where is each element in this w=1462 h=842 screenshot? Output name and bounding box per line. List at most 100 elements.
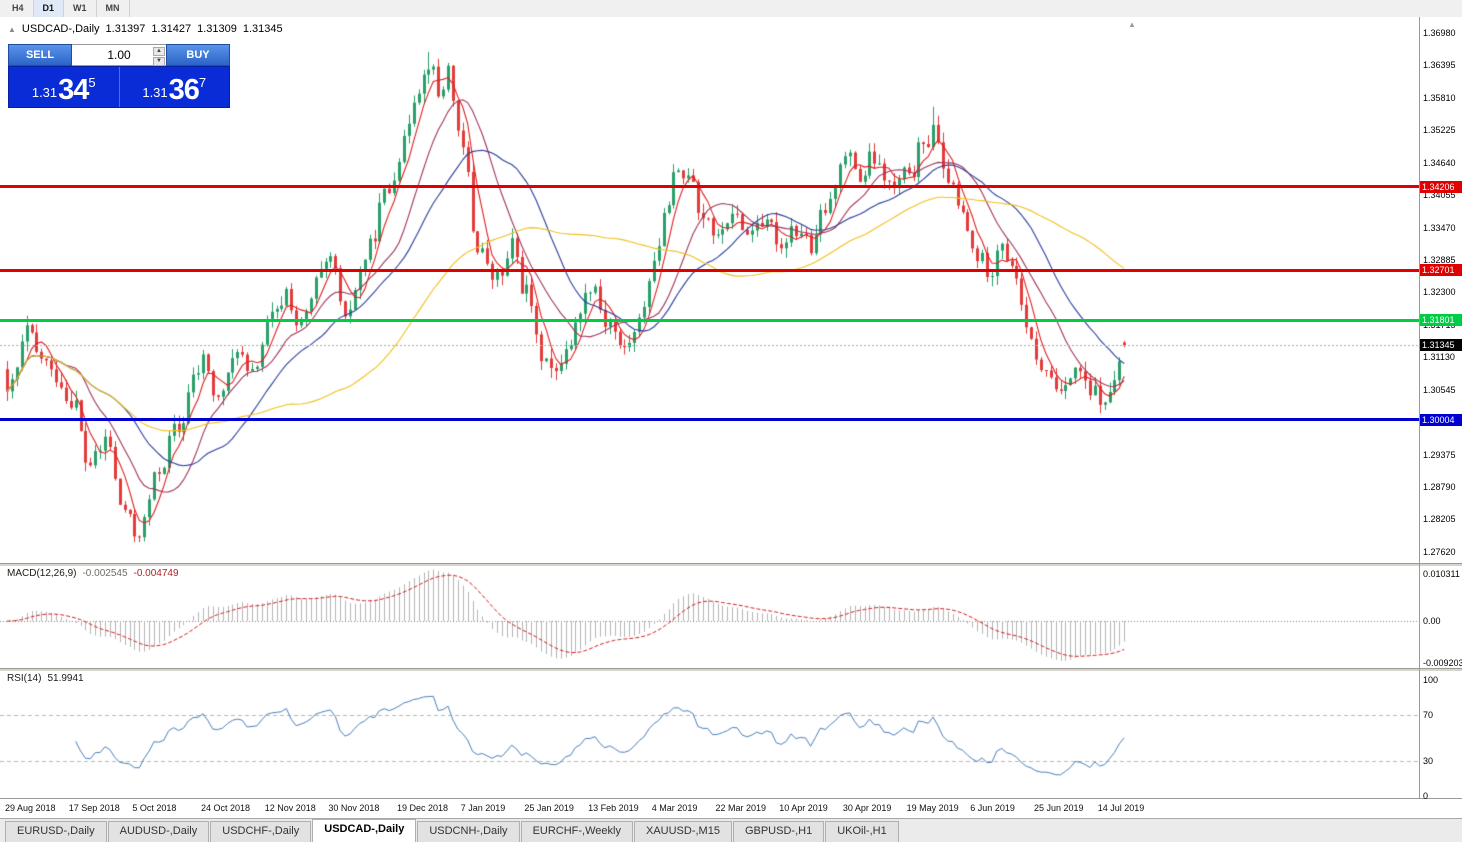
- buy-price-prefix: 1.31: [142, 85, 168, 100]
- rsi-panel-canvas[interactable]: [0, 670, 1419, 798]
- volume-down-icon[interactable]: ▼: [153, 57, 165, 66]
- macd-axis-label: -0.009203: [1423, 658, 1462, 669]
- chart-tab-bar: EURUSD-,Daily AUDUSD-,Daily USDCHF-,Daily U…: [0, 818, 1462, 842]
- chart-tab-eurusd-daily[interactable]: EURUSD-,Daily: [5, 821, 107, 842]
- buy-button[interactable]: BUY: [166, 44, 230, 66]
- horizontal-level-line-130004[interactable]: [0, 418, 1419, 422]
- timeframe-button-h4[interactable]: H4: [3, 0, 34, 17]
- rsi-axis-label: 0: [1423, 791, 1429, 801]
- ohlc-close: 1.31345: [242, 23, 283, 35]
- time-axis-divider: [0, 798, 1462, 799]
- date-axis-label: 10 Apr 2019: [779, 803, 828, 813]
- price-axis-label: 1.29375: [1423, 449, 1456, 460]
- price-axis-label: 1.31130: [1423, 352, 1455, 363]
- date-axis-label: 30 Apr 2019: [842, 803, 892, 813]
- chart-tab-xauusd-m15[interactable]: XAUUSD-,M15: [633, 821, 732, 842]
- sell-price-display: 1.31 34 5: [9, 67, 119, 107]
- date-axis-label: 13 Feb 2019: [588, 803, 639, 813]
- price-axis-label: 1.34640: [1423, 157, 1456, 168]
- price-axis-label: 1.32300: [1423, 287, 1456, 298]
- date-axis-label: 25 Jan 2019: [524, 803, 574, 813]
- price-axis-label: 1.33470: [1423, 222, 1456, 233]
- one-click-collapse-icon[interactable]: ▲: [8, 24, 16, 34]
- chart-window: 1.36980 1.36395 1.35810 1.35225 1.34640 1.340…: [0, 17, 1462, 818]
- price-axis-label: 1.28790: [1423, 482, 1456, 493]
- macd-main-value: -0.002545: [82, 568, 128, 579]
- price-tag-current: 1.31345: [1420, 339, 1462, 352]
- volume-spinner: ▲ ▼: [153, 47, 165, 66]
- sell-button[interactable]: SELL: [8, 44, 72, 66]
- buy-price-pipette: 7: [198, 75, 207, 90]
- horizontal-level-line-131801[interactable]: [0, 318, 1419, 322]
- price-tag-level: 1.31801: [1420, 314, 1462, 327]
- date-axis-label: 19 May 2019: [906, 803, 959, 813]
- timeframe-button-mn[interactable]: MN: [97, 0, 130, 17]
- date-axis-label: 4 Mar 2019: [651, 803, 698, 813]
- ohlc-high: 1.31427: [151, 23, 192, 35]
- rsi-label: RSI(14) 51.9941: [7, 673, 84, 684]
- price-axis-label: 1.32885: [1423, 255, 1456, 266]
- volume-up-icon[interactable]: ▲: [153, 47, 165, 56]
- price-axis-label: 1.36980: [1423, 28, 1456, 39]
- chart-title: ▲ USDCAD-,Daily 1.31397 1.31427 1.31309 …: [8, 23, 283, 35]
- price-axis-label: 1.30545: [1423, 384, 1456, 395]
- price-divider: [118, 67, 120, 107]
- rsi-name: RSI(14): [7, 673, 42, 684]
- macd-panel-canvas[interactable]: [0, 565, 1419, 668]
- date-axis-label: 25 Jun 2019: [1034, 803, 1084, 813]
- sell-price-big: 34: [58, 74, 89, 106]
- chart-tab-usdcad-daily[interactable]: USDCAD-,Daily: [312, 819, 417, 842]
- chart-shift-marker-icon: ▲: [1128, 20, 1136, 29]
- one-click-trading-panel: SELL 1.00 ▲ ▼ BUY 1.31 34 5 1.31 36 7: [8, 44, 230, 108]
- price-tag-level: 1.30004: [1420, 413, 1462, 426]
- date-axis-label: 7 Jan 2019: [460, 803, 506, 813]
- sell-price-prefix: 1.31: [31, 85, 58, 100]
- price-axis-label: 1.28205: [1423, 514, 1456, 525]
- price-axis-label: 1.35225: [1423, 125, 1456, 136]
- timeframe-button-d1[interactable]: D1: [33, 0, 65, 17]
- chart-symbol-label: USDCAD-,Daily: [21, 23, 100, 35]
- rsi-axis-label: 30: [1423, 756, 1434, 767]
- level-lines-layer: [0, 17, 1419, 798]
- sell-price-pipette: 5: [88, 75, 96, 90]
- chart-tab-ukoil-h1[interactable]: UKOil-,H1: [825, 821, 899, 842]
- ohlc-low: 1.31309: [197, 23, 237, 35]
- macd-axis-label: 0.010311: [1423, 568, 1460, 579]
- date-axis-label: 19 Dec 2018: [397, 803, 449, 813]
- bid-ask-display: 1.31 34 5 1.31 36 7: [8, 66, 230, 108]
- chart-tab-gbpusd-h1[interactable]: GBPUSD-,H1: [732, 821, 825, 842]
- chart-tab-usdcnh-daily[interactable]: USDCNH-,Daily: [417, 821, 520, 842]
- volume-value: 1.00: [107, 48, 131, 62]
- macd-name: MACD(12,26,9): [7, 568, 77, 579]
- macd-signal-value: -0.004749: [133, 568, 179, 579]
- date-axis-label: 14 Jul 2019: [1097, 803, 1145, 813]
- time-axis[interactable]: 29 Aug 2018 17 Sep 2018 5 Oct 2018 24 Oct 2…: [0, 799, 1419, 818]
- panel-separator[interactable]: [0, 563, 1462, 566]
- price-axis-label: 1.36395: [1423, 60, 1456, 71]
- date-axis-label: 24 Oct 2018: [201, 803, 251, 813]
- horizontal-level-line-132701[interactable]: [0, 268, 1419, 272]
- rsi-axis-label: 100: [1423, 675, 1439, 685]
- date-axis-label: 30 Nov 2018: [328, 803, 380, 813]
- horizontal-level-line-134206[interactable]: [0, 185, 1419, 189]
- price-axis[interactable]: 1.36980 1.36395 1.35810 1.35225 1.34640 1.340…: [1420, 17, 1462, 801]
- price-axis-label: 1.27620: [1423, 546, 1456, 557]
- price-axis-label: 1.34055: [1423, 190, 1456, 201]
- price-chart-canvas[interactable]: [0, 17, 1419, 563]
- volume-input[interactable]: 1.00 ▲ ▼: [72, 44, 166, 66]
- date-axis-label: 22 Mar 2019: [715, 803, 767, 813]
- date-axis-label: 12 Nov 2018: [264, 803, 316, 813]
- buy-price-display: 1.31 36 7: [120, 67, 230, 107]
- buy-price-big: 36: [168, 74, 200, 106]
- panel-separator[interactable]: [0, 668, 1462, 671]
- chart-tab-audusd-daily[interactable]: AUDUSD-,Daily: [107, 821, 210, 842]
- macd-label: MACD(12,26,9) -0.002545 -0.004749: [7, 568, 179, 579]
- ohlc-open: 1.31397: [105, 23, 146, 35]
- timeframe-button-w1[interactable]: W1: [64, 0, 97, 17]
- price-axis-label: 1.35810: [1423, 92, 1456, 103]
- date-axis-label: 5 Oct 2018: [132, 803, 177, 813]
- rsi-value: 51.9941: [47, 673, 84, 684]
- chart-tab-usdchf-daily[interactable]: USDCHF-,Daily: [210, 821, 312, 842]
- macd-axis-label: 0.00: [1423, 616, 1441, 627]
- chart-tab-eurchf-weekly[interactable]: EURCHF-,Weekly: [520, 821, 633, 842]
